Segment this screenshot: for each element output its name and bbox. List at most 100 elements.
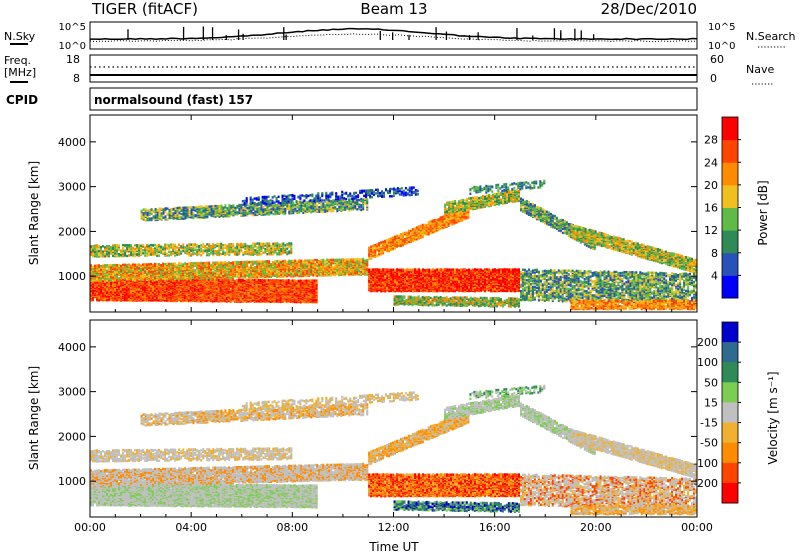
heatmap-cell <box>156 263 158 266</box>
heatmap-cell <box>131 286 134 289</box>
heatmap-cell <box>262 260 265 263</box>
heatmap-cell <box>243 279 246 282</box>
heatmap-cell <box>96 277 98 280</box>
heatmap-cell <box>360 273 363 276</box>
heatmap-cell <box>268 260 271 263</box>
heatmap-cell <box>166 275 169 278</box>
heatmap-cell <box>265 278 268 282</box>
heatmap-cell <box>112 244 114 247</box>
heatmap-cell <box>360 259 363 263</box>
heatmap-cell <box>219 278 222 281</box>
heatmap-cell <box>284 259 287 263</box>
heatmap-cell <box>301 285 304 289</box>
heatmap-cell <box>122 243 125 247</box>
heatmap-cell <box>199 294 202 297</box>
heatmap-cell <box>334 262 337 265</box>
heatmap-cell <box>366 259 369 262</box>
heatmap-cell <box>231 278 234 281</box>
heatmap-cell <box>118 267 120 271</box>
heatmap-cell <box>118 270 120 274</box>
heatmap-cell <box>132 271 134 274</box>
heatmap-cell <box>247 287 250 290</box>
heatmap-cell <box>352 258 355 261</box>
heatmap-cell <box>297 284 300 288</box>
heatmap-cell <box>265 290 268 293</box>
heatmap-cell <box>239 300 242 303</box>
heatmap-cell <box>215 278 218 281</box>
heatmap-cell <box>299 279 302 282</box>
heatmap-cell <box>202 272 205 275</box>
heatmap-cell <box>180 262 183 265</box>
heatmap-cell <box>207 296 210 299</box>
heatmap-cell <box>216 269 219 273</box>
heatmap-cell <box>278 262 281 266</box>
heatmap-cell <box>200 276 203 279</box>
heatmap-cell <box>277 279 280 282</box>
heatmap-cell <box>136 277 138 280</box>
heatmap-cell <box>168 268 171 271</box>
heatmap-cell <box>196 273 199 276</box>
heatmap-cell <box>140 250 143 253</box>
heatmap-cell <box>123 280 126 283</box>
heatmap-cell <box>151 289 154 292</box>
heatmap-cell <box>282 272 285 275</box>
heatmap-cell <box>360 267 363 271</box>
heatmap-cell <box>130 277 132 280</box>
heatmap-cell <box>296 265 299 269</box>
heatmap-cell <box>106 293 108 296</box>
heatmap-cell <box>179 288 182 291</box>
heatmap-cell <box>142 268 144 272</box>
heatmap-cell <box>178 263 181 266</box>
heatmap-cell <box>138 266 140 270</box>
heatmap-cell <box>328 273 331 276</box>
heatmap-cell <box>108 254 110 258</box>
heatmap-cell <box>225 278 228 282</box>
heatmap-cell <box>100 252 102 255</box>
heatmap-cell <box>226 267 229 270</box>
heatmap-cell <box>248 273 251 276</box>
heatmap-cell <box>350 269 353 273</box>
heatmap-cell <box>227 293 230 296</box>
heatmap-cell <box>188 276 191 280</box>
heatmap-cell <box>128 253 131 257</box>
heatmap-cell <box>350 264 353 267</box>
heatmap-cell <box>284 272 287 275</box>
heatmap-cell <box>130 278 132 282</box>
heatmap-cell <box>268 267 271 270</box>
heatmap-cell <box>360 258 363 261</box>
heatmap-cell <box>212 273 215 276</box>
heatmap-cell <box>269 284 272 287</box>
heatmap-cell <box>232 262 235 266</box>
heatmap-cell <box>92 250 94 254</box>
heatmap-cell <box>336 272 339 275</box>
heatmap-cell <box>258 272 261 275</box>
cpid-panel: CPID normalsound (fast) 157 <box>6 87 698 111</box>
heatmap-cell <box>130 264 132 267</box>
heatmap-cell <box>311 289 314 292</box>
heatmap-cell <box>169 293 172 296</box>
heatmap-cell <box>178 277 181 281</box>
heatmap-cell <box>286 262 289 265</box>
heatmap-cell <box>220 271 223 274</box>
heatmap-cell <box>198 270 201 273</box>
heatmap-cell <box>224 269 227 272</box>
noise-right-tick-bottom: 10^0 <box>708 41 735 52</box>
heatmap-cell <box>340 262 343 266</box>
heatmap-cell <box>116 252 118 255</box>
heatmap-cell <box>210 269 213 272</box>
heatmap-cell <box>366 267 369 270</box>
heatmap-cell <box>90 292 92 296</box>
heatmap-cell <box>189 293 192 296</box>
heatmap-cell <box>110 292 112 296</box>
heatmap-cell <box>198 271 201 275</box>
heatmap-cell <box>261 297 264 300</box>
heatmap-cell <box>108 271 110 274</box>
heatmap-cell <box>309 279 312 282</box>
heatmap-cell <box>130 275 132 278</box>
heatmap-cell <box>364 270 367 273</box>
heatmap-cell <box>242 264 245 267</box>
heatmap-cell <box>178 275 181 278</box>
heatmap-cell <box>110 250 112 253</box>
heatmap-cell <box>262 267 265 271</box>
heatmap-cell <box>276 263 279 267</box>
